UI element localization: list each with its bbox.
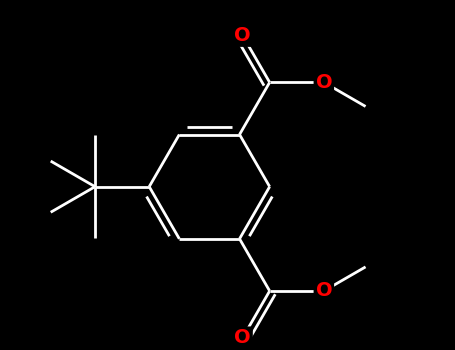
Text: O: O <box>234 26 251 45</box>
Text: O: O <box>315 73 332 92</box>
Text: O: O <box>315 281 332 300</box>
Text: O: O <box>234 328 251 348</box>
